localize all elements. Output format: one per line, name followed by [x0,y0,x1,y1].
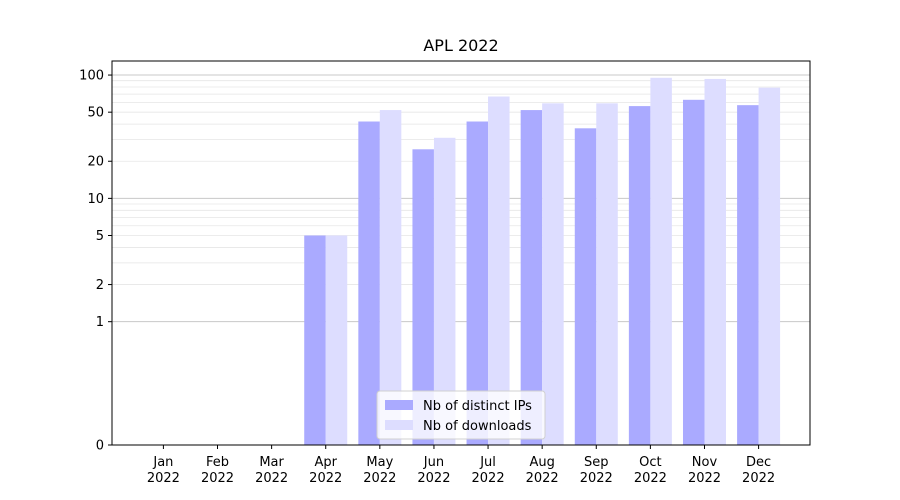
x-tick-label-year: 2022 [742,471,775,486]
bar-ips [520,110,543,445]
x-tick-label-month: Mar [259,455,284,470]
bar-ips [466,121,489,445]
bar-ips [628,106,651,445]
x-tick-label-year: 2022 [309,471,342,486]
x-tick-label-month: May [366,455,393,470]
x-tick-label-month: Apr [314,455,337,470]
legend-swatch [385,420,413,430]
legend-swatch [385,400,413,410]
legend-label: Nb of downloads [423,419,532,434]
bars [304,77,781,446]
bar-downloads [650,77,672,445]
legend: Nb of distinct IPs Nb of downloads [376,390,546,440]
bar-downloads [379,110,402,445]
x-axis: Jan2022Feb2022Mar2022Apr2022May2022Jun20… [147,445,775,486]
x-tick-label-month: Jan [152,455,173,470]
bar-ips [574,128,597,446]
x-tick-label-month: Feb [206,455,229,470]
x-tick-label-year: 2022 [255,471,288,486]
bar-downloads [325,235,348,445]
x-tick-label-year: 2022 [472,471,505,486]
x-tick-label-year: 2022 [688,471,721,486]
y-tick-label: 20 [87,155,104,170]
legend-label: Nb of distinct IPs [423,399,532,414]
bar-downloads [488,96,510,445]
x-tick-label-month: Dec [746,455,771,470]
bar-downloads [433,137,456,445]
y-tick-label: 5 [96,229,104,244]
bar-downloads [758,87,781,445]
chart-title: APL 2022 [423,36,498,55]
x-tick-label-month: Sep [584,455,609,470]
x-tick-label-month: Jun [423,455,444,470]
bar-downloads [542,103,564,446]
legend-box [376,390,546,440]
x-tick-label-year: 2022 [580,471,613,486]
bar-downloads [596,103,618,446]
bar-ips [682,99,705,445]
x-tick-label-year: 2022 [363,471,396,486]
x-tick-label-year: 2022 [201,471,234,486]
x-tick-label-month: Nov [692,455,718,470]
x-tick-label-month: Oct [639,455,661,470]
bar-ips [304,235,326,445]
y-tick-label: 0 [96,439,104,454]
y-tick-label: 2 [96,278,104,293]
y-tick-label: 50 [87,106,104,121]
x-tick-label-year: 2022 [526,471,559,486]
y-axis: 0 1 2 5 10 20 50 100 [79,69,112,454]
x-tick-label-month: Jul [479,455,496,470]
bar-downloads [704,78,726,446]
bar-ips [412,149,434,445]
x-tick-label-year: 2022 [417,471,450,486]
y-tick-label: 1 [96,315,104,330]
plot-frame [111,60,811,446]
bar-ips [737,105,759,445]
x-tick-label-year: 2022 [147,471,180,486]
y-tick-label: 10 [87,192,104,207]
y-tick-label: 100 [79,69,104,84]
x-tick-label-year: 2022 [634,471,667,486]
x-tick-label-month: Aug [529,455,554,470]
bar-ips [358,121,380,445]
